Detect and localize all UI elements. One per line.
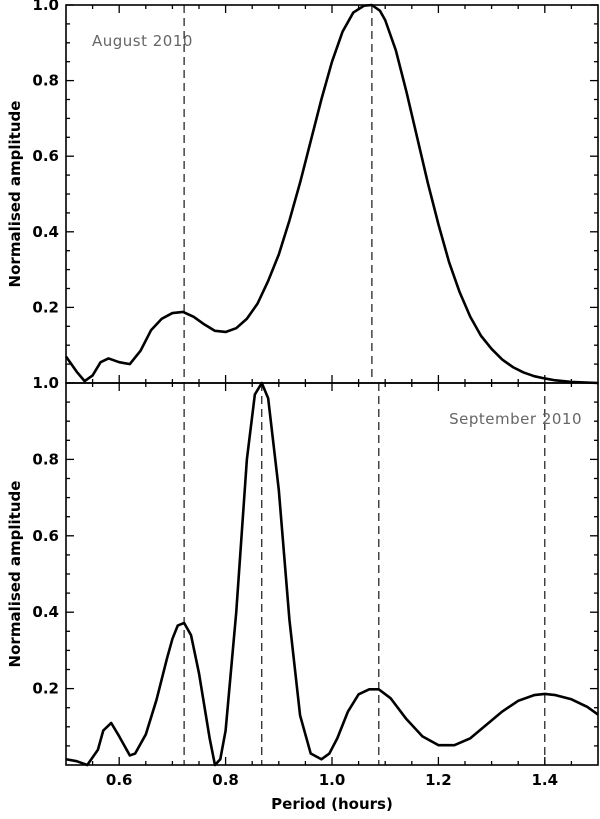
ytick-label-september: 0.8 (32, 450, 59, 468)
amplitude-curve-august (64, 3, 599, 385)
xtick-label-september: 1.0 (319, 771, 346, 789)
plot-frame-september (65, 382, 599, 766)
ylabel-september: Normalised amplitude (6, 481, 24, 668)
xtick-label-september: 0.6 (106, 771, 133, 789)
xlabel-september: Period (hours) (271, 795, 393, 813)
ytick-label-september: 0.2 (32, 680, 59, 698)
ylabel-august: Normalised amplitude (6, 101, 24, 288)
ytick-label-september: 0.6 (32, 527, 59, 545)
xtick-label-september: 0.8 (212, 771, 239, 789)
annotation-september: September 2010 (449, 410, 582, 428)
ytick-label-august: 0.2 (32, 298, 59, 316)
panel-august: 0.2 0.4 0.6 0.8 1.0 Normalised amplitude Augus… (6, 0, 599, 385)
ytick-label-september: 1.0 (32, 374, 59, 392)
xtick-label-september: 1.2 (425, 771, 452, 789)
panel-september: 0.2 0.4 0.6 0.8 1.0 0.6 0.8 1.0 1.2 1.4 Normalised… (6, 374, 599, 813)
ytick-label-august: 0.4 (32, 223, 59, 241)
annotation-august: August 2010 (92, 32, 193, 50)
ytick-label-august: 0.6 (32, 147, 59, 165)
xtick-label-september: 1.4 (532, 771, 559, 789)
ytick-label-august: 0.8 (32, 72, 59, 90)
ytick-label-august: 1.0 (32, 0, 59, 14)
ytick-label-september: 0.4 (32, 603, 59, 621)
amplitude-curve-september (65, 381, 599, 767)
